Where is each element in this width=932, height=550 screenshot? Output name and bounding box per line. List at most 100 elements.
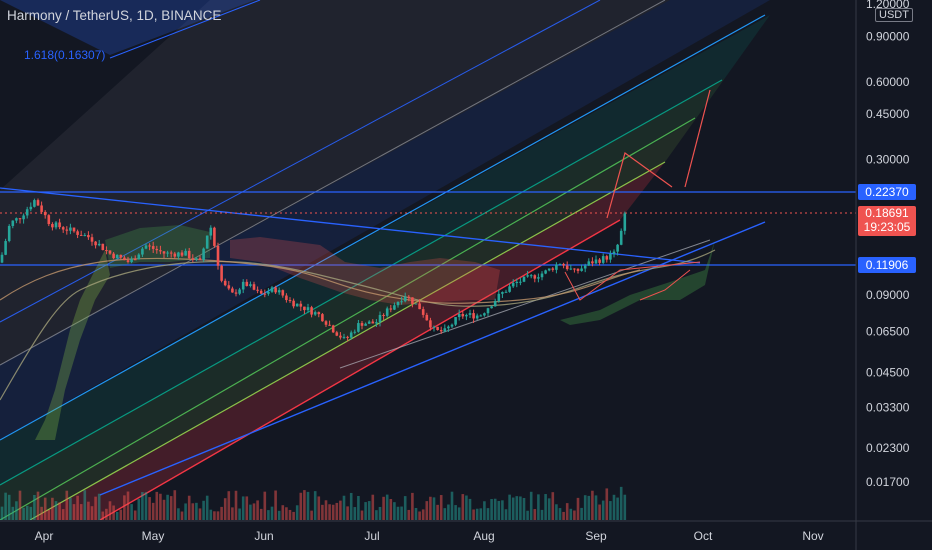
candle-body — [339, 335, 342, 338]
candle-body — [33, 200, 36, 207]
volume-bar — [112, 505, 115, 520]
volume-bar — [184, 503, 187, 520]
volume-bar — [587, 495, 591, 520]
channel-band-teal — [0, 15, 770, 485]
volume-bar — [11, 506, 15, 520]
volume-bar — [533, 509, 537, 520]
volume-bar — [25, 505, 29, 520]
candle-body — [378, 314, 382, 323]
volume-bar — [540, 509, 544, 520]
candle-body — [94, 241, 97, 246]
channel-line-blue1 — [109, 0, 261, 59]
x-tick-label: Jul — [364, 529, 379, 543]
candle-body — [324, 321, 328, 325]
volume-bar — [385, 494, 389, 520]
candle-body — [385, 308, 389, 316]
volume-bar — [432, 497, 436, 520]
volume-bar — [439, 495, 443, 520]
volume-bar — [396, 506, 400, 520]
candle-body — [72, 227, 76, 232]
volume-bar — [508, 494, 511, 520]
candle-body — [220, 265, 223, 281]
x-tick-label: Oct — [694, 529, 713, 543]
candle-body — [468, 313, 472, 315]
candle-body — [475, 315, 479, 319]
volume-bar — [616, 497, 619, 520]
candle-body — [526, 275, 529, 277]
candle-body — [61, 227, 65, 230]
volume-bar — [151, 502, 155, 520]
volume-bar — [252, 503, 256, 520]
volume-bar — [313, 491, 317, 520]
volume-bar — [447, 504, 450, 520]
candle-body — [623, 213, 627, 231]
y-tick-label: 1.20000 — [866, 0, 910, 11]
candle-body — [263, 293, 267, 295]
volume-bar — [22, 507, 25, 520]
candle-body — [371, 321, 375, 324]
volume-bar — [65, 490, 69, 520]
time-axis: Apr May Jun Jul Aug Sep Oct Nov — [35, 529, 824, 543]
candle-body — [123, 257, 126, 261]
volume-bar — [454, 505, 457, 520]
candle-body — [544, 270, 547, 274]
candle-body — [299, 303, 303, 307]
candle-body — [393, 305, 396, 310]
candle-body — [432, 326, 436, 328]
candle-body — [76, 231, 79, 235]
y-tick-label: 0.02300 — [866, 441, 910, 455]
volume-bar — [234, 490, 238, 520]
candle-body — [216, 245, 220, 266]
volume-bar — [486, 508, 490, 520]
volume-bar — [414, 507, 418, 520]
fib-level-label: 1.618(0.16307) — [24, 48, 106, 62]
volume-bar — [349, 492, 353, 520]
volume-bar — [97, 493, 101, 520]
candle-body — [101, 243, 105, 251]
candle-body — [360, 323, 364, 326]
candle-body — [425, 314, 429, 321]
volume-bar — [148, 497, 151, 520]
volume-bar — [223, 498, 227, 520]
volume-bar — [267, 510, 270, 520]
volume-bar — [515, 496, 519, 520]
ichimoku-cloud-right — [560, 240, 715, 325]
price-tag-level1: 0.22370 — [858, 184, 916, 200]
volume-bar — [522, 497, 526, 520]
volume-bar — [198, 508, 202, 520]
candle-body — [357, 323, 360, 332]
candle-body — [0, 254, 4, 263]
candle-body — [493, 300, 497, 307]
volume-bar — [0, 506, 4, 520]
candle-body — [443, 328, 447, 332]
candle-body — [400, 301, 403, 303]
volume-bar — [108, 501, 112, 520]
candle-body — [155, 248, 159, 251]
candle-body — [411, 297, 414, 304]
candle-body — [90, 237, 94, 242]
candle-body — [418, 303, 421, 310]
candle-body — [583, 265, 587, 269]
candle-body — [313, 312, 317, 315]
candle-body — [4, 241, 7, 255]
volume-bar — [241, 496, 245, 520]
volume-bar — [353, 507, 357, 520]
volume-bar — [612, 494, 616, 520]
projection-arrow-up — [606, 152, 673, 219]
candle-body — [252, 284, 256, 290]
volume-bar — [609, 501, 612, 520]
candle-body — [497, 293, 501, 301]
candle-body — [22, 215, 25, 220]
candle-body — [310, 307, 313, 315]
candle-body — [504, 291, 508, 293]
candle-body — [87, 235, 90, 238]
current-price-value: 0.18691 — [865, 206, 909, 220]
volume-bar — [526, 510, 529, 520]
volume-group — [0, 486, 627, 520]
candle-body — [342, 336, 346, 338]
candle-body — [36, 200, 40, 206]
currency-selector[interactable]: USDT — [875, 8, 913, 22]
candle-body — [281, 290, 285, 296]
candle-body — [537, 277, 540, 279]
